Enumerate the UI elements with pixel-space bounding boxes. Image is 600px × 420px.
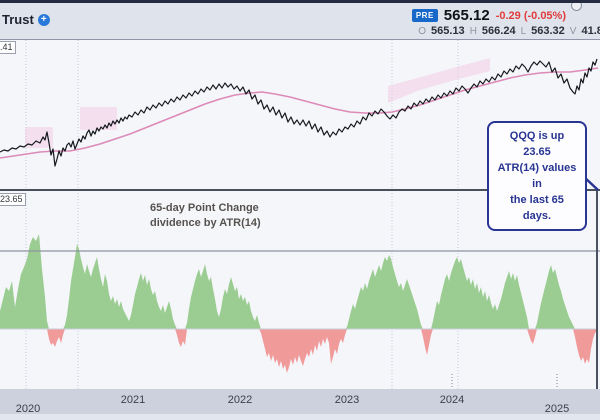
- axis-year-label: 2020: [15, 403, 41, 415]
- axis-year-label: 2021: [120, 394, 146, 406]
- histogram-negative: [0, 329, 597, 373]
- moving-average-line: [0, 67, 599, 159]
- indicator-title-line2: dividence by ATR(14): [150, 217, 261, 229]
- indicator-value-label: 23.65: [0, 193, 26, 206]
- volume-value: 41.88: [581, 25, 600, 37]
- last-price: 565.12: [443, 7, 490, 24]
- low-label: L: [520, 25, 527, 37]
- axis-year-label: 2025: [544, 403, 570, 415]
- open-value: 565.13: [431, 25, 465, 37]
- callout-line3: the last 65 days.: [510, 194, 564, 222]
- callout-line1: QQQ is up 23.65: [509, 130, 565, 158]
- price-line: [0, 58, 598, 167]
- price-change: -0.29 (-0.05%): [495, 9, 566, 22]
- ohlcv-row: O 565.13 H 566.24 L 563.32 V 41.88: [418, 25, 600, 37]
- axis-year-label: 2023: [334, 394, 360, 406]
- indicator-title-line1: 65-day Point Change: [150, 202, 259, 214]
- price-level-label: .41: [0, 41, 16, 54]
- axis-year-label: 2024: [439, 394, 465, 406]
- annotation-callout[interactable]: QQQ is up 23.65 ATR(14) values in the la…: [487, 121, 587, 231]
- symbol-header: Trust + PRE 565.12 -0.29 (-0.05%) O 565.…: [0, 3, 600, 40]
- highlight-region: [25, 127, 53, 148]
- window-top-edge: [0, 0, 600, 3]
- highlight-region: [80, 107, 117, 130]
- histogram-positive: [0, 234, 597, 329]
- axis-year-label: 2022: [227, 394, 253, 406]
- high-label: H: [469, 25, 477, 37]
- premarket-badge[interactable]: PRE: [411, 9, 438, 22]
- time-axis[interactable]: 2020 2021 2022 2023 2024 2025: [0, 389, 600, 415]
- low-value: 563.32: [531, 25, 565, 37]
- indicator-title: 65-day Point Change dividence by ATR(14): [150, 201, 261, 231]
- highlight-region: [388, 58, 490, 103]
- volume-label: V: [569, 25, 577, 37]
- compare-add-icon[interactable]: +: [37, 13, 50, 26]
- bottom-strip: [0, 414, 600, 420]
- high-value: 566.24: [481, 25, 516, 37]
- open-label: O: [418, 25, 427, 37]
- circle-icon[interactable]: [571, 3, 582, 11]
- callout-line2: ATR(14) values in: [497, 162, 577, 190]
- symbol-name: Trust: [2, 12, 34, 27]
